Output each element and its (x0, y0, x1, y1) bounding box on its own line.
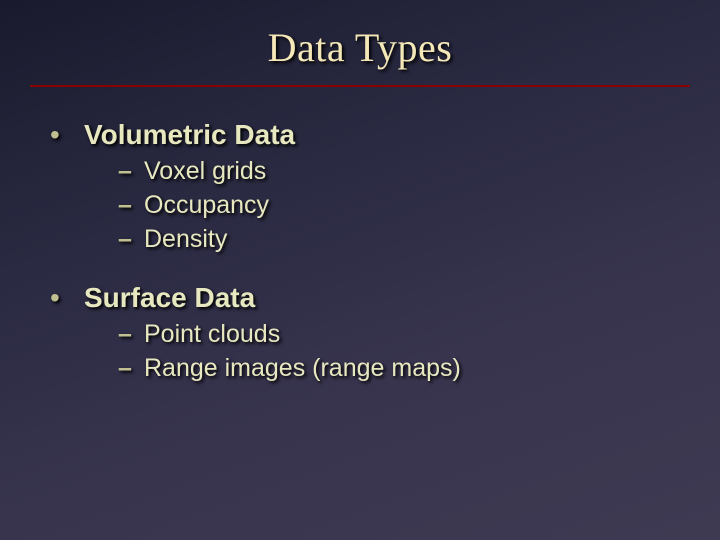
heading-text: Volumetric Data (84, 119, 295, 151)
bullet-icon: • (50, 119, 84, 151)
slide-title: Data Types (0, 0, 720, 71)
heading-surface: • Surface Data (50, 282, 670, 314)
list-item: – Voxel grids (118, 155, 670, 189)
subitems-volumetric: – Voxel grids – Occupancy – Density (50, 151, 670, 256)
dash-icon: – (118, 155, 144, 189)
list-item: – Point clouds (118, 318, 670, 352)
list-item: – Density (118, 223, 670, 257)
list-item-text: Point clouds (144, 318, 280, 352)
dash-icon: – (118, 189, 144, 223)
section-volumetric: • Volumetric Data – Voxel grids – Occupa… (50, 119, 670, 256)
dash-icon: – (118, 352, 144, 386)
bullet-icon: • (50, 282, 84, 314)
slide: Data Types • Volumetric Data – Voxel gri… (0, 0, 720, 540)
dash-icon: – (118, 223, 144, 257)
dash-icon: – (118, 318, 144, 352)
section-surface: • Surface Data – Point clouds – Range im… (50, 282, 670, 386)
list-item-text: Range images (range maps) (144, 352, 461, 386)
list-item-text: Occupancy (144, 189, 269, 223)
slide-body: • Volumetric Data – Voxel grids – Occupa… (0, 87, 720, 386)
subitems-surface: – Point clouds – Range images (range map… (50, 314, 670, 386)
heading-text: Surface Data (84, 282, 255, 314)
list-item: – Occupancy (118, 189, 670, 223)
list-item-text: Voxel grids (144, 155, 266, 189)
heading-volumetric: • Volumetric Data (50, 119, 670, 151)
list-item-text: Density (144, 223, 227, 257)
list-item: – Range images (range maps) (118, 352, 670, 386)
